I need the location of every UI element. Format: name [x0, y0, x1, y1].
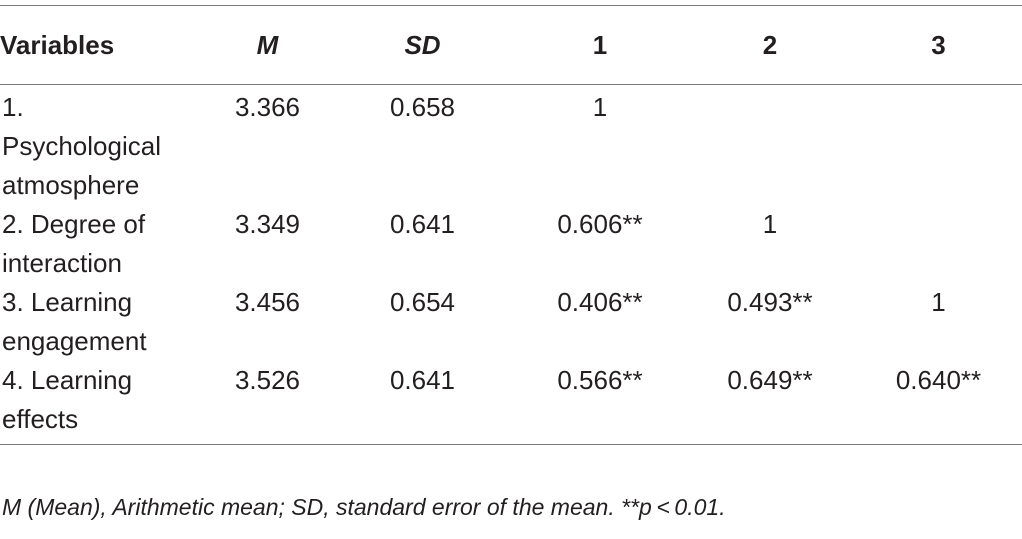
header-col-1: 1	[515, 5, 685, 85]
cell-r2	[685, 85, 855, 206]
header-col-2: 2	[685, 5, 855, 85]
header-row: Variables M SD 1 2 3	[0, 5, 1022, 85]
row-label: 2. Degree of interaction	[2, 209, 146, 278]
table-footnote: M (Mean), Arithmetic mean; SD, standard …	[2, 494, 726, 520]
cell-r1: 0.606**	[557, 209, 643, 239]
cell-sd: 0.641	[389, 209, 456, 239]
cell-r2: 0.649**	[727, 365, 813, 395]
cell-sd: 0.641	[389, 365, 456, 395]
cell-mean: 3.349	[234, 209, 301, 239]
row-label: 3. Learning engagement	[2, 287, 147, 356]
header-variables: Variables	[0, 5, 205, 85]
cell-mean: 3.456	[234, 287, 301, 317]
table-row: 2. Degree of interaction 3.349 0.641 0.6…	[0, 205, 1022, 283]
correlation-table: Variables M SD 1 2 3 1. Psychological at…	[0, 5, 1022, 445]
row-label: 1. Psychological atmosphere	[2, 92, 161, 200]
cell-r1: 0.566**	[557, 365, 643, 395]
header-mean: M	[205, 5, 330, 85]
cell-sd: 0.654	[389, 287, 456, 317]
header-col-3: 3	[855, 5, 1022, 85]
cell-mean: 3.366	[234, 92, 301, 122]
row-label: 4. Learning effects	[2, 365, 133, 434]
cell-r1: 1	[592, 92, 608, 122]
header-sd: SD	[330, 5, 515, 85]
cell-r3	[855, 205, 1022, 283]
cell-r3	[855, 85, 1022, 206]
cell-r2: 1	[762, 209, 778, 239]
cell-r3: 0.640**	[895, 365, 982, 395]
table-row: 1. Psychological atmosphere 3.366 0.658 …	[0, 85, 1022, 206]
cell-r1: 0.406**	[557, 287, 643, 317]
table-row: 4. Learning effects 3.526 0.641 0.566** …	[0, 361, 1022, 445]
cell-r3: 1	[931, 287, 946, 317]
cell-r2: 0.493**	[727, 287, 813, 317]
table-row: 3. Learning engagement 3.456 0.654 0.406…	[0, 283, 1022, 361]
cell-mean: 3.526	[234, 365, 301, 395]
cell-sd: 0.658	[389, 92, 456, 122]
